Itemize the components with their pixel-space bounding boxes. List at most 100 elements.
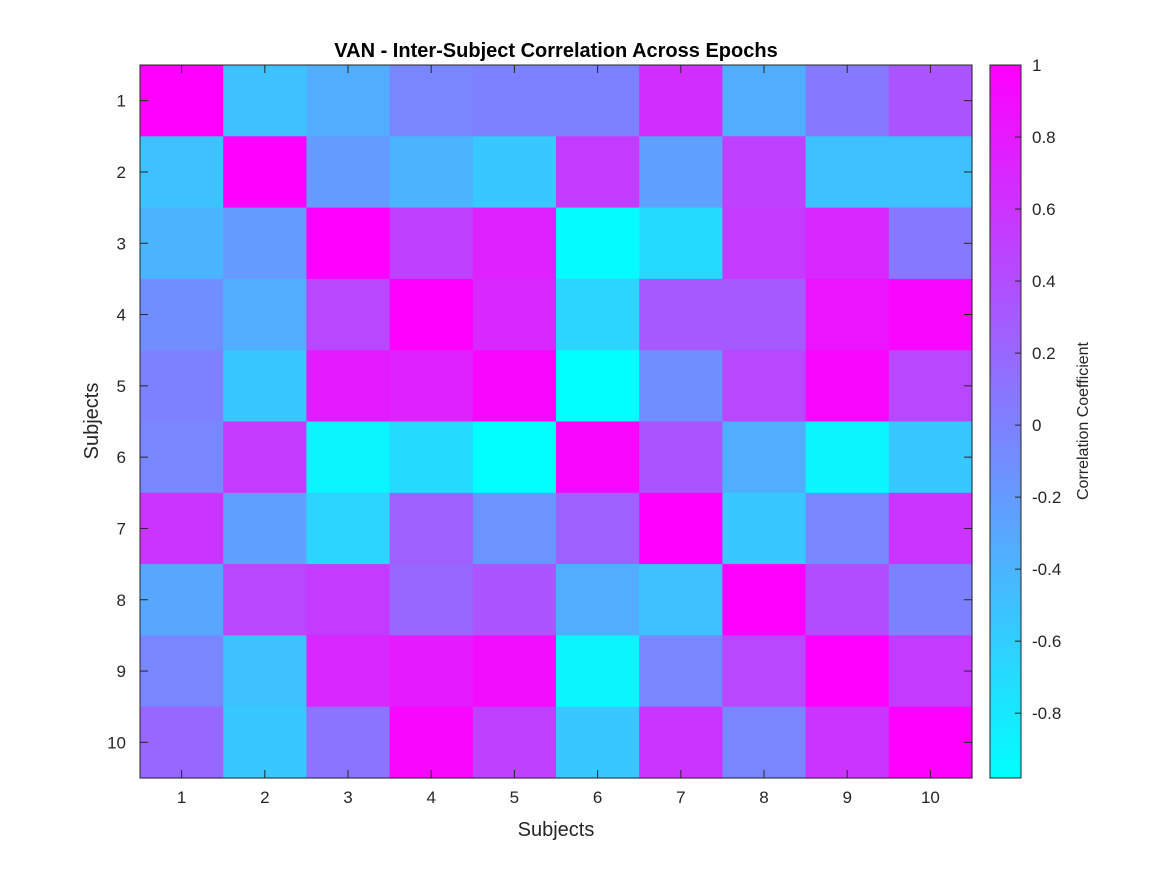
heatmap-cell-r9-c6 bbox=[556, 635, 640, 708]
x-tick-label: 3 bbox=[343, 788, 352, 807]
heatmap-cell-r7-c2 bbox=[223, 492, 307, 565]
y-tick-label: 8 bbox=[117, 591, 126, 610]
heatmap-cell-r7-c6 bbox=[556, 492, 640, 565]
heatmap-cell-r1-c10 bbox=[888, 65, 973, 137]
colorbar-tick-label: -0.8 bbox=[1032, 704, 1061, 723]
heatmap-cell-r8-c1 bbox=[140, 564, 224, 636]
y-axis-label: Subjects bbox=[81, 383, 103, 460]
y-tick-label: 6 bbox=[117, 448, 126, 467]
heatmap-cell-r3-c8 bbox=[722, 207, 807, 280]
heatmap-cell-r6-c1 bbox=[140, 421, 224, 494]
heatmap-cell-r5-c10 bbox=[888, 350, 973, 423]
heatmap-cell-r8-c2 bbox=[223, 564, 307, 636]
heatmap-cell-r8-c10 bbox=[888, 564, 973, 636]
heatmap-cell-r5-c4 bbox=[389, 350, 474, 423]
heatmap-cell-r7-c5 bbox=[472, 492, 557, 565]
heatmap-cell-r6-c3 bbox=[306, 421, 391, 494]
x-tick-label: 7 bbox=[676, 788, 685, 807]
x-tick-label: 6 bbox=[593, 788, 602, 807]
heatmap-cell-r3-c1 bbox=[140, 207, 224, 280]
heatmap-cell-r1-c4 bbox=[389, 65, 474, 137]
heatmap-cell-r9-c9 bbox=[805, 635, 890, 708]
y-tick-label: 2 bbox=[117, 163, 126, 182]
heatmap-cell-r1-c8 bbox=[722, 65, 807, 137]
heatmap-cell-r10-c3 bbox=[306, 706, 391, 779]
heatmap-cell-r7-c10 bbox=[888, 492, 973, 565]
heatmap-cell-r3-c2 bbox=[223, 207, 307, 280]
y-tick-label: 9 bbox=[117, 662, 126, 681]
heatmap-cell-r4-c5 bbox=[472, 278, 557, 351]
heatmap-cell-r8-c8 bbox=[722, 564, 807, 636]
heatmap-cell-r2-c2 bbox=[223, 136, 307, 209]
heatmap-cell-r10-c10 bbox=[888, 706, 973, 779]
x-axis-ticks: 1 2 3 4 5 6 7 8 9 10 bbox=[177, 65, 940, 807]
colorbar-tick-label: -0.2 bbox=[1032, 488, 1061, 507]
heatmap-cell-r1-c2 bbox=[223, 65, 307, 137]
heatmap-cell-r6-c6 bbox=[556, 421, 640, 494]
heatmap-cell-r8-c7 bbox=[639, 564, 723, 636]
heatmap-cell-r6-c2 bbox=[223, 421, 307, 494]
heatmap-cell-r6-c8 bbox=[722, 421, 807, 494]
colorbar-tick-label: 0.8 bbox=[1032, 128, 1056, 147]
heatmap-cell-r1-c9 bbox=[805, 65, 890, 137]
heatmap-cell-r3-c6 bbox=[556, 207, 640, 280]
heatmap-cell-r9-c4 bbox=[389, 635, 474, 708]
colorbar bbox=[989, 64, 1022, 779]
y-tick-label: 5 bbox=[117, 377, 126, 396]
heatmap-cell-r9-c3 bbox=[306, 635, 391, 708]
heatmap-cell-r5-c8 bbox=[722, 350, 807, 423]
y-tick-label: 4 bbox=[117, 306, 126, 325]
heatmap-cell-r3-c7 bbox=[639, 207, 723, 280]
heatmap-cell-r4-c6 bbox=[556, 278, 640, 351]
heatmap-cell-r10-c1 bbox=[140, 706, 224, 779]
heatmap-cell-r5-c1 bbox=[140, 350, 224, 423]
heatmap-cell-r10-c7 bbox=[639, 706, 723, 779]
colorbar-tick-label: 0 bbox=[1032, 416, 1041, 435]
heatmap-cell-r9-c7 bbox=[639, 635, 723, 708]
heatmap-cell-r5-c6 bbox=[556, 350, 640, 423]
chart-title: VAN - Inter-Subject Correlation Across E… bbox=[334, 40, 777, 62]
heatmap-cell-r1-c6 bbox=[556, 65, 640, 137]
y-tick-label: 3 bbox=[117, 234, 126, 253]
heatmap-cell-r10-c6 bbox=[556, 706, 640, 779]
x-axis-label: Subjects bbox=[518, 819, 595, 841]
x-tick-label: 9 bbox=[842, 788, 851, 807]
heatmap-cell-r9-c2 bbox=[223, 635, 307, 708]
heatmap-cell-r5-c3 bbox=[306, 350, 391, 423]
colorbar-tick-label: 0.6 bbox=[1032, 200, 1056, 219]
colorbar-tick-label: 1 bbox=[1032, 56, 1041, 75]
heatmap-cell-r4-c8 bbox=[722, 278, 807, 351]
heatmap-cell-r2-c7 bbox=[639, 136, 723, 209]
heatmap-cell-r4-c7 bbox=[639, 278, 723, 351]
heatmap-cell-r2-c6 bbox=[556, 136, 640, 209]
heatmap-cell-r4-c2 bbox=[223, 278, 307, 351]
y-tick-label: 1 bbox=[117, 92, 126, 111]
heatmap-cell-r8-c3 bbox=[306, 564, 391, 636]
heatmap-cell-r10-c8 bbox=[722, 706, 807, 779]
heatmap-cell-r10-c9 bbox=[805, 706, 890, 779]
heatmap-cell-r2-c10 bbox=[888, 136, 973, 209]
colorbar-tick-label: -0.6 bbox=[1032, 632, 1061, 651]
y-tick-label: 7 bbox=[117, 519, 126, 538]
heatmap-cell-r6-c9 bbox=[805, 421, 890, 494]
heatmap-cell-r2-c9 bbox=[805, 136, 890, 209]
heatmap-cell-r6-c5 bbox=[472, 421, 557, 494]
colorbar-label: Correlation Coefficient bbox=[1075, 341, 1092, 500]
heatmap-cell-r8-c9 bbox=[805, 564, 890, 636]
heatmap-cell-r10-c5 bbox=[472, 706, 557, 779]
heatmap-cell-r8-c5 bbox=[472, 564, 557, 636]
heatmap-cell-r6-c7 bbox=[639, 421, 723, 494]
heatmap-cell-r2-c8 bbox=[722, 136, 807, 209]
x-tick-label: 2 bbox=[260, 788, 269, 807]
y-tick-label: 10 bbox=[107, 733, 126, 752]
heatmap-cell-r9-c8 bbox=[722, 635, 807, 708]
heatmap-cell-r4-c4 bbox=[389, 278, 474, 351]
heatmap-cell-r7-c9 bbox=[805, 492, 890, 565]
heatmap-cell-r2-c4 bbox=[389, 136, 474, 209]
heatmap-cell-r2-c1 bbox=[140, 136, 224, 209]
heatmap-cell-r2-c3 bbox=[306, 136, 391, 209]
heatmap-cell-r9-c1 bbox=[140, 635, 224, 708]
heatmap-cells bbox=[140, 65, 973, 779]
heatmap-cell-r3-c5 bbox=[472, 207, 557, 280]
